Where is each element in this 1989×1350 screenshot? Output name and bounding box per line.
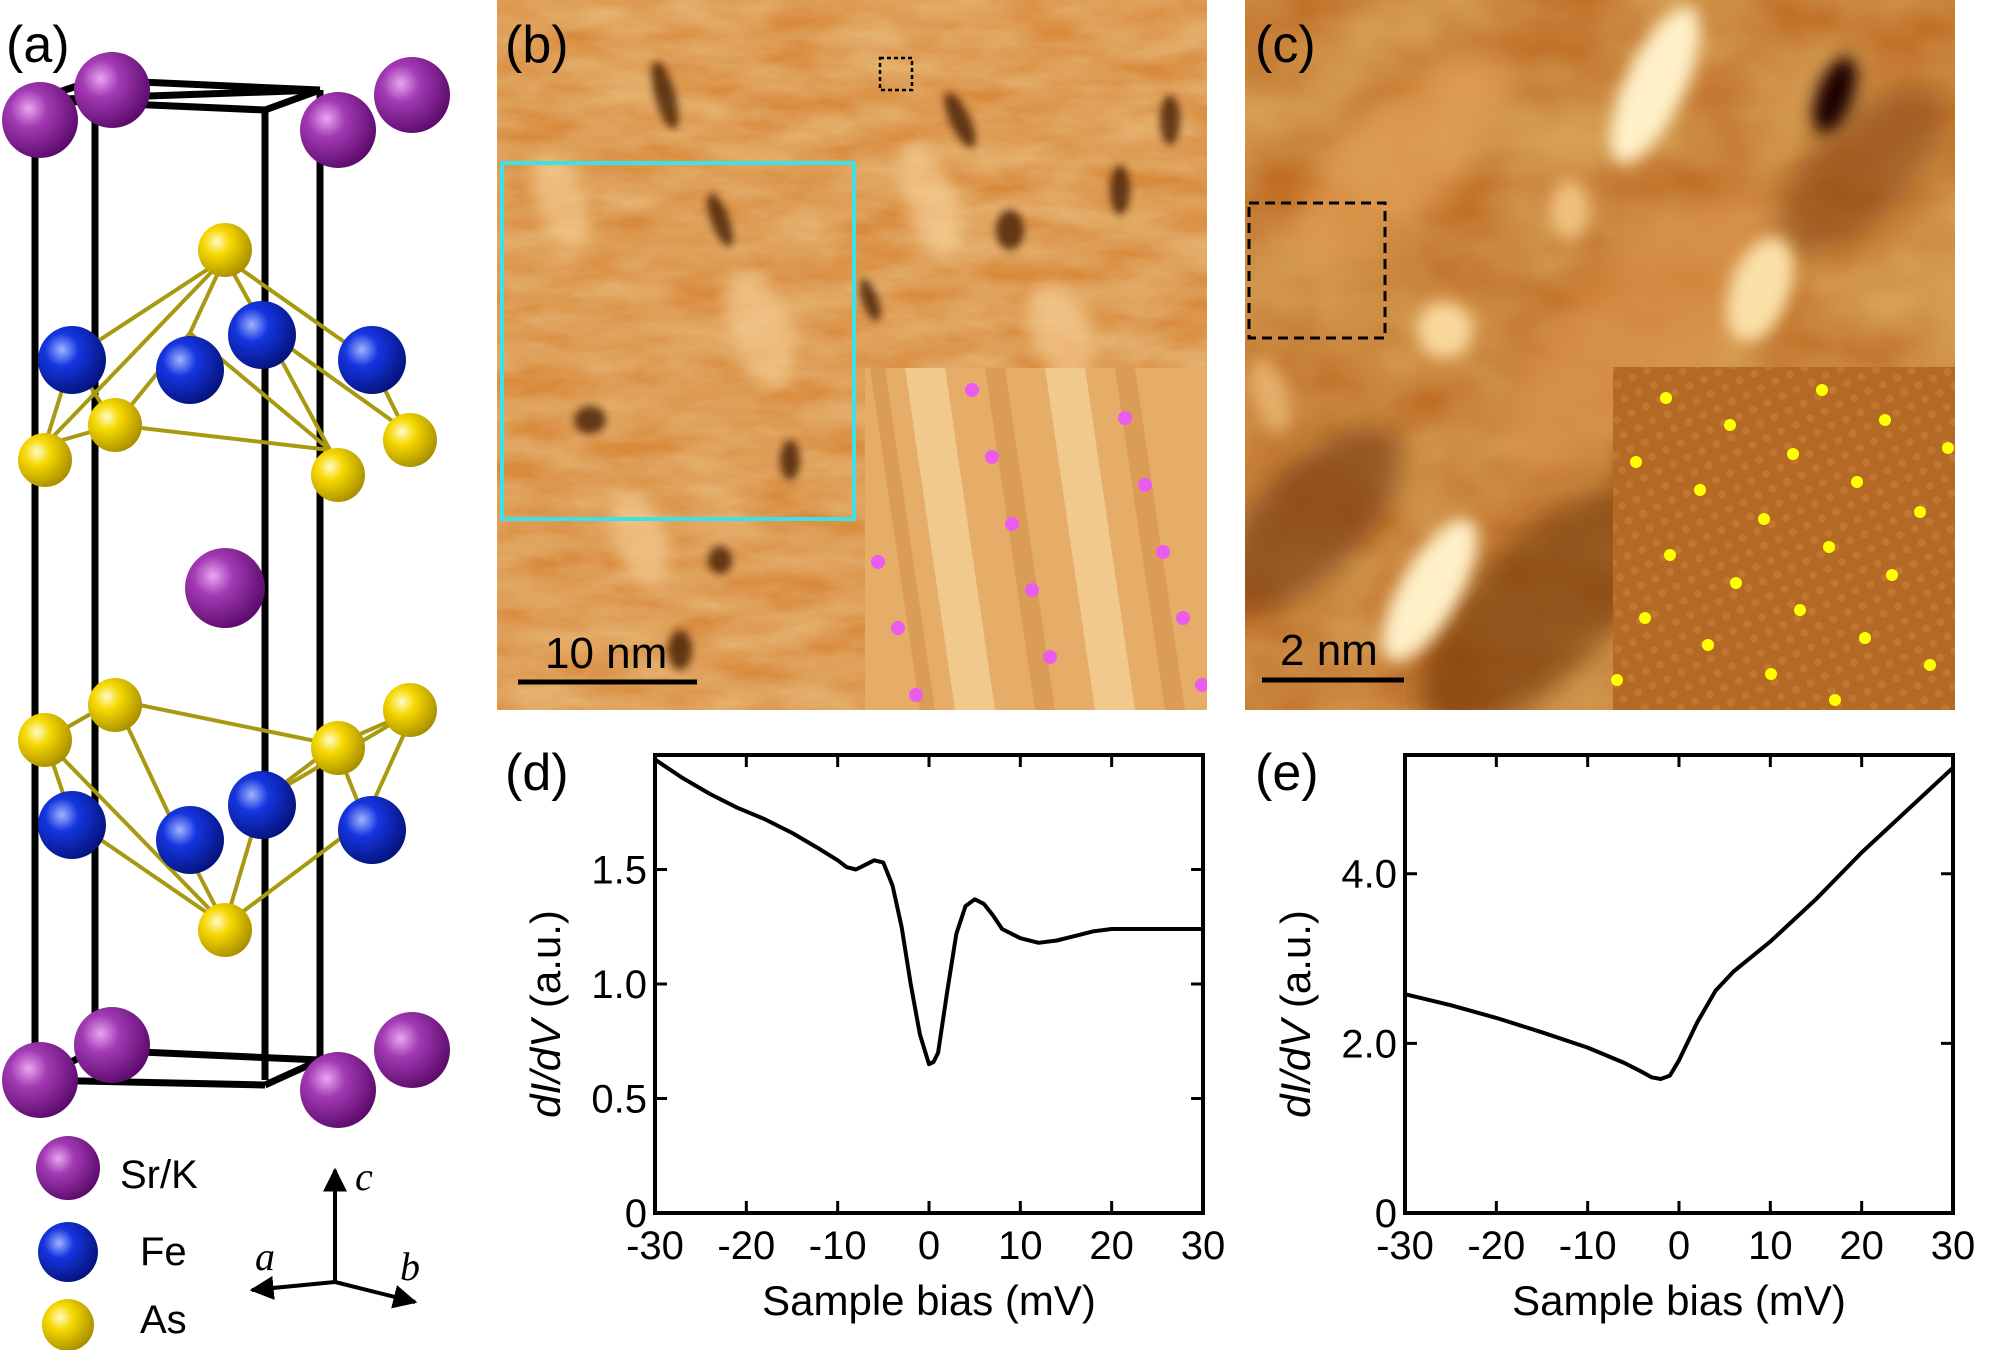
scalebar-b-label: 10 nm [545, 629, 667, 678]
legend-fe-label: Fe [140, 1230, 187, 1274]
x-tick-label: 20 [1089, 1224, 1134, 1268]
plot-frame [653, 753, 1205, 1215]
panel-c: (c) 2 nm [1245, 0, 1955, 710]
x-tick-label: -20 [1467, 1224, 1525, 1268]
axis-c-label: c [355, 1154, 373, 1199]
x-tick-label: -10 [809, 1224, 867, 1268]
x-tick-label: 10 [998, 1224, 1043, 1268]
x-tick-label: 30 [1931, 1224, 1976, 1268]
as-atoms [18, 223, 437, 957]
x-tick-label: 20 [1839, 1224, 1884, 1268]
scalebar-c-label: 2 nm [1280, 626, 1378, 675]
x-tick-label: -30 [1376, 1224, 1434, 1268]
plot-frame [1403, 753, 1955, 1215]
x-tick-label: 10 [1748, 1224, 1793, 1268]
y-tick-label: 4.0 [1341, 853, 1397, 897]
zoom-box-b [500, 161, 856, 521]
inset-b-dots [871, 383, 1207, 702]
unit-cell [31, 76, 324, 1089]
legend-as-label: As [140, 1298, 187, 1342]
chart-e: -30 -20 -10 0 10 20 30 0 2.0 4.0 Sample bias (mV) d… [1272, 753, 1976, 1324]
panel-e: (e) -30 -20 -10 0 10 20 30 0 2.0 4.0 Sample bias (… [1255, 744, 1975, 1324]
y-tick-label: 0.5 [591, 1078, 647, 1122]
inset-location-box-b [878, 56, 914, 92]
inset-c-dots [1611, 384, 1954, 706]
x-tick-label: -20 [717, 1224, 775, 1268]
inset-c [1611, 367, 1955, 710]
stm-image-b [497, 0, 1207, 710]
x-tick-label: -30 [626, 1224, 684, 1268]
legend-fe-marker [38, 1222, 98, 1282]
y-tick-label: 0 [1375, 1192, 1397, 1236]
chart-d: -30 -20 -10 0 10 20 30 0 0.5 1.0 1.5 Sample bias (m… [522, 753, 1226, 1324]
panel-d: (d) -30 -20 -10 0 10 20 30 0 0.5 1.0 1.5 Sample bia… [505, 744, 1225, 1324]
legend: Sr/K Fe As [36, 1136, 198, 1350]
panel-c-label: (c) [1255, 16, 1316, 74]
data-line [653, 757, 1203, 1067]
crystal-axes [249, 1167, 418, 1309]
axis-a-label: a [255, 1234, 275, 1279]
axis-b-label: b [400, 1244, 420, 1289]
fe-atoms [38, 301, 406, 874]
panel-b: (b) 10 nm [497, 0, 1207, 710]
x-axis-title: Sample bias (mV) [1512, 1277, 1846, 1324]
panel-d-label: (d) [505, 744, 569, 802]
x-tick-label: 0 [918, 1224, 940, 1268]
panel-a-label: (a) [6, 16, 70, 74]
legend-as-marker [42, 1299, 94, 1350]
panel-b-label: (b) [505, 16, 569, 74]
legend-sr-label: Sr/K [120, 1153, 198, 1197]
panel-a: (a) [2, 16, 450, 1350]
y-tick-label: 0 [625, 1192, 647, 1236]
panel-e-label: (e) [1255, 744, 1319, 802]
y-tick-label: 2.0 [1341, 1022, 1397, 1066]
stm-image-c [1245, 0, 1955, 710]
x-axis-title: Sample bias (mV) [762, 1277, 1096, 1324]
x-tick-label: 0 [1668, 1224, 1690, 1268]
legend-sr-marker [36, 1136, 100, 1200]
x-tick-label: -10 [1559, 1224, 1617, 1268]
sr-atoms [2, 52, 450, 1128]
inset-location-box-c [1247, 201, 1387, 340]
inset-b [865, 368, 1207, 710]
y-axis-title: dI/dV (a.u.) [1272, 910, 1319, 1118]
data-line [1404, 766, 1955, 1081]
y-tick-label: 1.5 [591, 849, 647, 893]
y-axis-title: dI/dV (a.u.) [522, 910, 569, 1118]
y-tick-label: 1.0 [591, 963, 647, 1007]
x-tick-label: 30 [1181, 1224, 1226, 1268]
